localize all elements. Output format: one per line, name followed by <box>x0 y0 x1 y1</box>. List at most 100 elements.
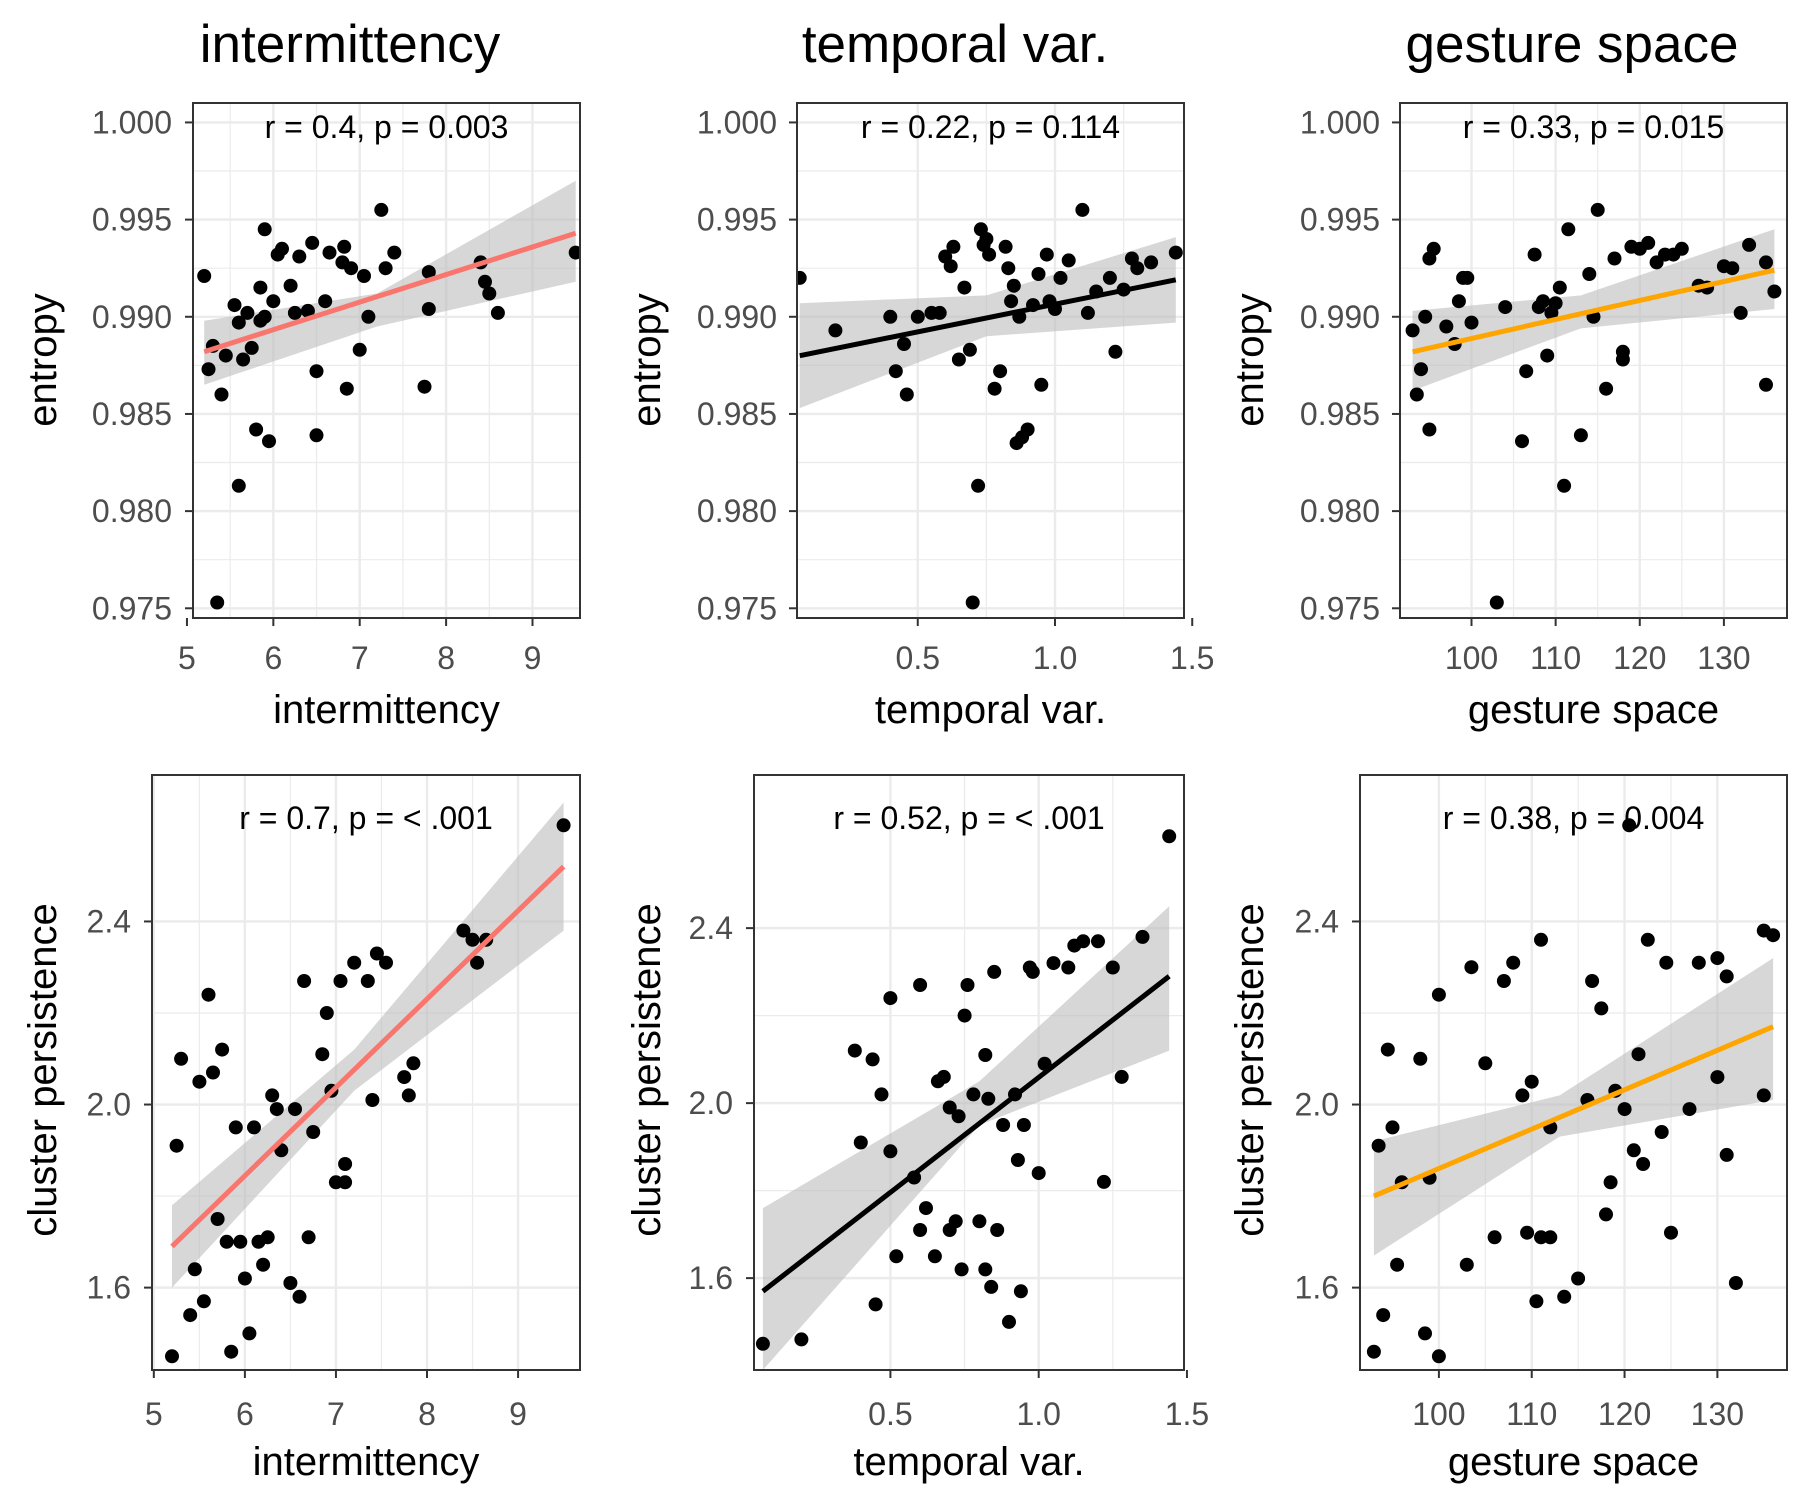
x-tick-label: 7 <box>351 640 369 676</box>
panel-intermittency-entropy: 5 6 7 8 9 0.975 0.980 0.985 0.990 0.995 1.000 inter… <box>21 102 581 732</box>
data-point <box>1506 955 1521 970</box>
data-point <box>306 1125 321 1139</box>
data-point <box>1031 267 1046 281</box>
x-tick-label: 120 <box>1613 640 1666 676</box>
data-point <box>344 261 359 276</box>
data-point <box>201 362 216 377</box>
x-tick-label: 100 <box>1412 1396 1465 1432</box>
correlation-annotation: r = 0.38, p = 0.004 <box>1443 800 1705 836</box>
data-point <box>1725 261 1740 276</box>
data-point <box>183 1308 198 1323</box>
correlation-annotation: r = 0.4, p = 0.003 <box>265 109 509 145</box>
data-point <box>215 1042 230 1057</box>
data-point <box>1487 1230 1502 1245</box>
regression-line <box>203 230 577 355</box>
x-tick-label: 8 <box>437 640 455 676</box>
data-point <box>899 387 914 402</box>
data-point <box>1603 1175 1618 1190</box>
data-point <box>1013 1284 1028 1299</box>
data-point <box>262 434 276 449</box>
data-point <box>1536 294 1550 309</box>
data-point <box>1719 969 1734 984</box>
data-point <box>897 337 911 351</box>
data-point <box>337 239 352 254</box>
data-point <box>1025 964 1040 979</box>
data-point <box>352 342 367 357</box>
data-point <box>1489 595 1504 610</box>
data-point <box>910 309 925 324</box>
data-point <box>868 1297 883 1312</box>
data-point <box>1102 270 1117 285</box>
data-point <box>1004 294 1019 309</box>
data-point <box>919 1201 933 1216</box>
data-point <box>1674 241 1689 256</box>
data-point <box>260 1230 275 1245</box>
panel-temporal-var-entropy: 0.5 1.0 1.5 0.975 0.980 0.985 0.990 0.995 1.000 t… <box>625 102 1214 732</box>
x-tick-label: 9 <box>524 640 542 676</box>
data-point <box>1691 955 1706 970</box>
panel-border <box>192 102 581 619</box>
data-point <box>971 478 986 493</box>
data-point <box>338 1157 353 1171</box>
x-tick-label: 1.0 <box>1033 640 1077 676</box>
data-point <box>1719 1147 1734 1162</box>
data-point <box>1571 1271 1586 1286</box>
data-point <box>319 1006 334 1020</box>
y-axis-title: cluster persistence <box>625 903 669 1236</box>
data-point <box>883 1144 898 1159</box>
panel-border <box>796 102 1185 619</box>
data-point <box>357 269 371 283</box>
data-point <box>1552 280 1567 295</box>
data-point <box>257 222 272 237</box>
column-title-temporal-var: temporal var. <box>802 15 1108 74</box>
correlation-annotation: r = 0.52, p = < .001 <box>833 800 1104 836</box>
data-point <box>954 1262 969 1277</box>
data-point <box>978 1048 993 1062</box>
data-point <box>1464 960 1479 975</box>
confidence-band <box>204 180 576 385</box>
data-point <box>322 245 337 260</box>
y-axis-title: cluster persistence <box>21 903 65 1236</box>
data-point <box>1557 478 1572 493</box>
data-point <box>218 348 233 363</box>
data-point <box>1599 1207 1613 1222</box>
column-title-intermittency: intermittency <box>200 15 501 74</box>
data-point <box>1710 1070 1725 1085</box>
data-point <box>1464 315 1479 330</box>
data-point <box>297 974 312 988</box>
data-point <box>1496 974 1511 988</box>
y-tick-label: 2.4 <box>1295 903 1339 939</box>
data-point <box>1524 1074 1539 1089</box>
x-axis-title: gesture space <box>1468 688 1719 732</box>
data-point <box>982 247 997 262</box>
data-point <box>1001 261 1016 276</box>
data-point <box>1366 1344 1381 1359</box>
data-point <box>797 270 807 285</box>
data-point <box>1144 255 1159 270</box>
y-tick-label: 0.990 <box>1300 299 1380 335</box>
y-tick-label: 1.6 <box>87 1270 131 1306</box>
data-point <box>996 1118 1011 1132</box>
data-point <box>1108 344 1123 359</box>
confidence-band <box>172 802 564 1288</box>
data-point <box>240 305 255 320</box>
regression-line <box>761 974 1171 1294</box>
data-point <box>1733 305 1748 320</box>
data-point <box>1105 960 1120 975</box>
data-point <box>231 315 246 330</box>
data-point <box>228 1120 243 1135</box>
data-point <box>478 274 492 289</box>
data-point <box>283 1276 298 1290</box>
data-point <box>233 1234 248 1249</box>
data-point <box>883 991 898 1006</box>
data-point <box>374 202 389 217</box>
correlation-annotation: r = 0.22, p = 0.114 <box>861 109 1120 145</box>
data-point <box>1076 934 1091 949</box>
data-point <box>1664 1225 1678 1240</box>
y-axis-title: entropy <box>21 293 65 426</box>
data-point <box>236 352 251 367</box>
data-point <box>421 302 436 316</box>
data-point <box>165 1349 179 1364</box>
column-title-gesture-space: gesture space <box>1406 15 1739 74</box>
data-point <box>913 978 928 992</box>
